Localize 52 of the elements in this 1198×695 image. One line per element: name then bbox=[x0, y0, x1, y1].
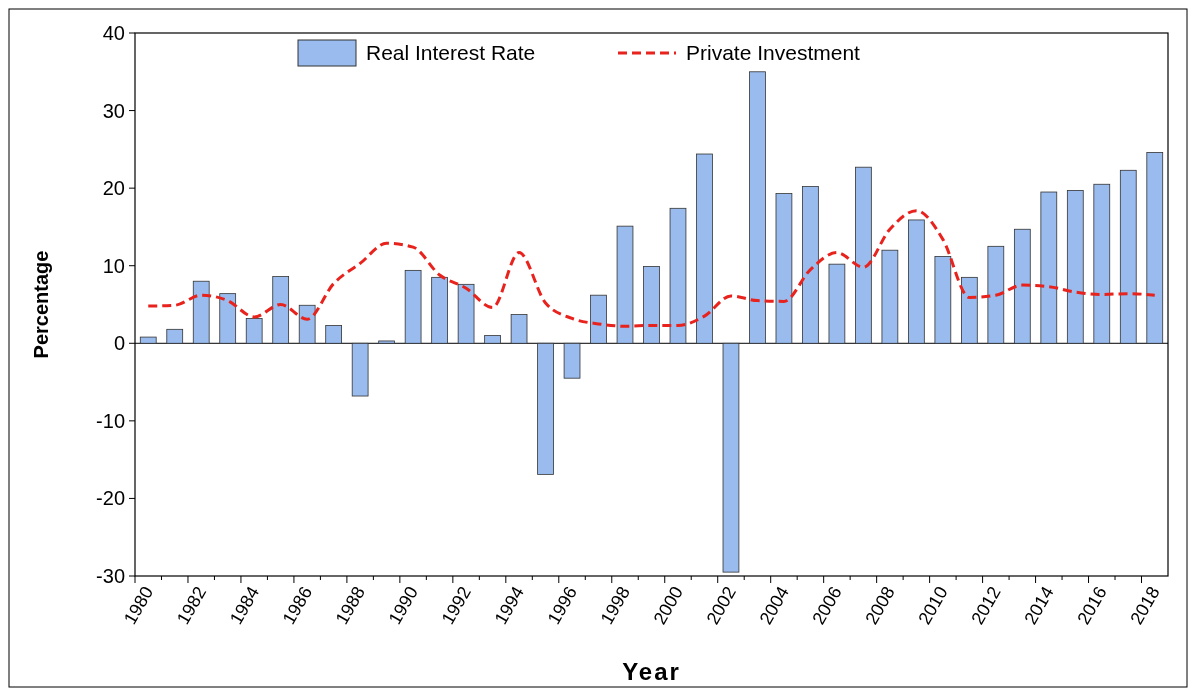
bar bbox=[616, 225, 634, 344]
bar bbox=[775, 193, 793, 344]
y-tick-label: 40 bbox=[102, 22, 125, 44]
bar bbox=[484, 335, 501, 344]
bar bbox=[669, 207, 687, 344]
bar bbox=[1119, 169, 1137, 344]
bar bbox=[1066, 190, 1084, 344]
y-tick-label: -20 bbox=[96, 487, 125, 510]
bar bbox=[1040, 191, 1058, 344]
bar bbox=[404, 269, 422, 344]
bar bbox=[298, 304, 316, 344]
y-tick-label: -30 bbox=[96, 565, 125, 587]
bar bbox=[722, 342, 740, 573]
bar bbox=[166, 328, 184, 344]
bar bbox=[934, 256, 952, 344]
bar bbox=[1093, 183, 1111, 344]
bar bbox=[325, 325, 342, 344]
y-tick-label: 0 bbox=[113, 332, 125, 355]
legend-label: Real Interest Rate bbox=[366, 41, 536, 65]
bar bbox=[378, 340, 395, 344]
y-tick-label: -10 bbox=[96, 409, 125, 432]
bar bbox=[908, 219, 925, 344]
bar bbox=[881, 249, 899, 344]
bar bbox=[510, 314, 528, 344]
bar bbox=[351, 342, 369, 397]
bar bbox=[696, 153, 713, 344]
bar bbox=[192, 280, 210, 344]
line-series bbox=[146, 209, 1157, 328]
bar bbox=[272, 276, 290, 344]
x-axis-title: Year bbox=[622, 658, 681, 685]
bar bbox=[961, 276, 978, 344]
legend-label: Private Investment bbox=[686, 41, 861, 65]
bar bbox=[219, 293, 237, 344]
bar bbox=[563, 342, 581, 379]
bar bbox=[431, 276, 448, 344]
bar bbox=[1146, 152, 1164, 344]
bar bbox=[987, 245, 1005, 344]
bar bbox=[139, 336, 157, 344]
y-tick-label: 10 bbox=[102, 254, 125, 277]
bar bbox=[855, 166, 872, 344]
bar bbox=[537, 342, 554, 475]
y-axis-title: Percentage bbox=[30, 250, 52, 359]
bar bbox=[643, 266, 660, 344]
bar bbox=[802, 186, 819, 344]
y-tick-label: 30 bbox=[102, 99, 125, 122]
bar bbox=[245, 318, 263, 344]
bar bbox=[590, 294, 607, 344]
bar bbox=[828, 263, 846, 344]
bar bbox=[457, 283, 475, 344]
y-tick-label: 20 bbox=[102, 177, 125, 200]
bar bbox=[749, 71, 766, 344]
bar bbox=[1013, 228, 1031, 344]
